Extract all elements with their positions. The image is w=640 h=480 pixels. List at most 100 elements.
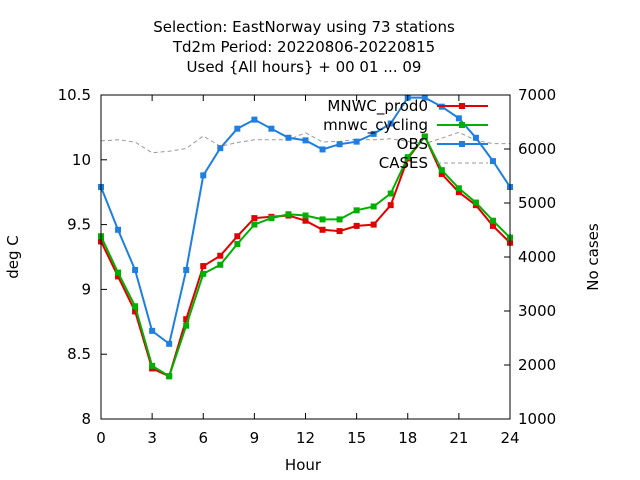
data-point-obs (115, 226, 122, 233)
data-point-mnwc-prod0 (370, 221, 377, 228)
y2-tick-label: 1000 (518, 410, 556, 428)
y2-tick-label: 6000 (518, 140, 556, 158)
y-tick-label: 8 (81, 410, 91, 428)
data-point-mnwc-prod0 (387, 202, 394, 209)
data-point-mnwc-cycling (319, 216, 326, 223)
data-point-mnwc-cycling (200, 270, 207, 277)
x-tick-label: 0 (96, 429, 106, 447)
data-point-mnwc-cycling (387, 190, 394, 197)
data-point-mnwc-prod0 (183, 316, 190, 323)
data-point-mnwc-prod0 (438, 171, 445, 178)
series-line-mnwc-cycling (100, 134, 511, 378)
data-point-mnwc-cycling (489, 217, 496, 224)
data-point-mnwc-cycling (285, 211, 292, 218)
data-point-mnwc-cycling (370, 203, 377, 210)
data-point-obs (353, 138, 360, 145)
legend-marker-obs (459, 141, 465, 147)
legend-marker-mnwc-cycling (459, 122, 465, 128)
legend-label-cases: CASES (379, 154, 428, 172)
legend-label-obs: OBS (397, 135, 428, 153)
chart-title-line-1: Selection: EastNorway using 73 stations (153, 18, 455, 36)
data-point-obs (166, 340, 173, 347)
data-point-mnwc-cycling (132, 303, 139, 310)
data-point-mnwc-cycling (268, 215, 275, 222)
y2-tick-label: 5000 (518, 194, 556, 212)
series-line-mnwc-prod0 (100, 134, 511, 378)
series-line-cases (100, 131, 510, 154)
data-point-obs (387, 120, 394, 127)
data-point-mnwc-prod0 (217, 252, 224, 259)
y2-tick-label: 2000 (518, 356, 556, 374)
y-tick-label: 9 (81, 280, 91, 298)
x-tick-label: 12 (296, 429, 315, 447)
data-point-mnwc-cycling (404, 154, 411, 161)
x-tick-label: 24 (500, 429, 519, 447)
y-tick-label: 8.5 (67, 345, 91, 363)
y-axis-label: deg C (4, 235, 22, 279)
data-point-mnwc-prod0 (200, 263, 207, 270)
data-point-mnwc-prod0 (302, 217, 309, 224)
data-point-mnwc-cycling (183, 322, 190, 329)
data-point-mnwc-cycling (472, 199, 479, 206)
chart-title-line-3: Used {All hours} + 00 01 ... 09 (187, 58, 422, 76)
y-tick-label: 10 (72, 151, 91, 169)
data-point-mnwc-prod0 (455, 189, 462, 196)
x-tick-label: 18 (398, 429, 417, 447)
data-point-mnwc-cycling (115, 269, 122, 276)
x-tick-label: 6 (198, 429, 208, 447)
data-point-obs (336, 141, 343, 148)
data-point-obs (370, 130, 377, 137)
data-point-mnwc-prod0 (132, 308, 139, 315)
y2-tick-label: 7000 (518, 86, 556, 104)
data-point-obs (251, 116, 258, 123)
legend-label-mnwc-cycling: mnwc_cycling (323, 116, 428, 135)
data-point-mnwc-cycling (421, 133, 428, 140)
x-tick-label: 3 (147, 429, 157, 447)
data-point-mnwc-prod0 (489, 222, 496, 229)
data-point-mnwc-prod0 (319, 226, 326, 233)
legend-marker-mnwc-prod0 (459, 103, 465, 109)
data-point-mnwc-cycling (166, 373, 173, 380)
x-tick-label: 21 (449, 429, 468, 447)
y-tick-label: 9.5 (67, 216, 91, 234)
data-point-obs (285, 134, 292, 141)
ticks-layer: 0 3 6 9 12 15 18 21 24 8 8.5 9 9.5 10 10.5 1000 2000 3000… (58, 86, 557, 447)
data-point-mnwc-cycling (149, 362, 156, 369)
data-point-mnwc-prod0 (251, 215, 258, 222)
data-point-mnwc-prod0 (115, 273, 122, 280)
data-point-obs (132, 266, 139, 273)
x-tick-label: 9 (250, 429, 260, 447)
data-point-obs (421, 94, 428, 101)
y2-axis-label: No cases (584, 223, 602, 291)
chart-title-line-2: Td2m Period: 20220806-20220815 (172, 38, 435, 56)
data-point-obs (268, 125, 275, 132)
y-tick-label: 10.5 (58, 86, 91, 104)
data-point-mnwc-cycling (455, 185, 462, 192)
legend-label-mnwc-prod0: MNWC_prod0 (327, 97, 428, 116)
data-point-obs (217, 145, 224, 152)
data-point-obs (234, 125, 241, 132)
data-point-mnwc-cycling (353, 207, 360, 214)
y2-tick-label: 4000 (518, 248, 556, 266)
x-tick-label: 15 (347, 429, 366, 447)
data-point-obs (319, 146, 326, 153)
data-point-mnwc-cycling (217, 261, 224, 268)
data-point-obs (200, 172, 207, 179)
data-point-obs (472, 134, 479, 141)
data-point-obs (455, 115, 462, 122)
data-point-mnwc-cycling (251, 221, 258, 228)
data-point-obs (302, 137, 309, 144)
data-point-obs (183, 266, 190, 273)
series-layer (98, 94, 513, 380)
data-point-mnwc-cycling (336, 216, 343, 223)
data-point-mnwc-cycling (234, 241, 241, 248)
y2-tick-label: 3000 (518, 302, 556, 320)
data-point-obs (489, 158, 496, 165)
data-point-mnwc-prod0 (353, 222, 360, 229)
data-point-mnwc-cycling (438, 167, 445, 174)
data-point-obs (149, 327, 156, 334)
x-axis-label: Hour (285, 456, 322, 474)
data-point-mnwc-cycling (302, 212, 309, 219)
